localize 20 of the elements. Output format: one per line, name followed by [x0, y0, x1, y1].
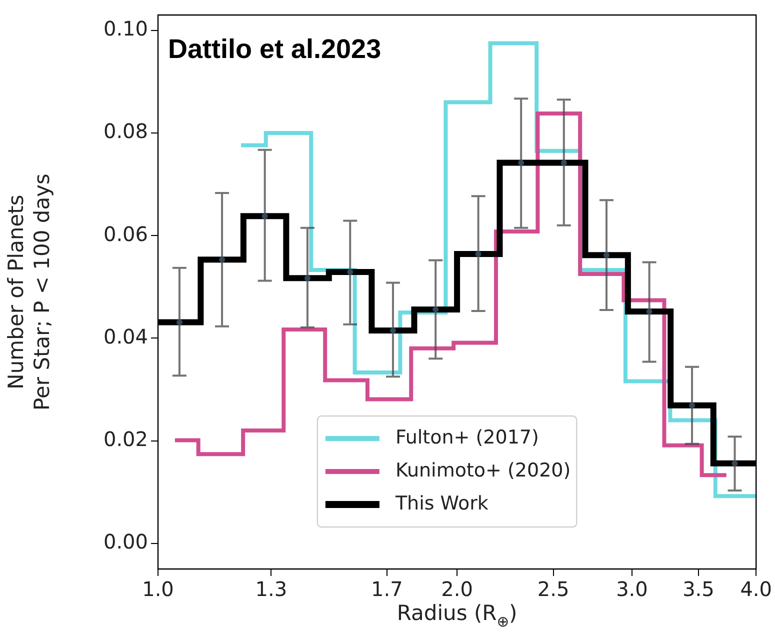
x-tick-label: 1.7	[371, 577, 403, 602]
x-tick-label: 3.0	[616, 577, 648, 602]
x-tick-label: 1.0	[142, 577, 174, 602]
legend-label: This Work	[394, 492, 488, 514]
x-tick-label: 2.0	[441, 577, 473, 602]
x-axis-title: Radius (R⊕)	[396, 601, 518, 630]
y-tick-label: 0.06	[103, 222, 148, 246]
x-tick-label: 4.0	[740, 577, 772, 602]
y-tick-label: 0.08	[103, 119, 148, 144]
x-tick-label: 3.5	[682, 577, 714, 602]
x-tick-label: 1.3	[255, 577, 288, 602]
y-tick-label: 0.04	[103, 324, 148, 348]
y-tick-label: 0.00	[103, 530, 148, 554]
legend-label: Kunimoto+ (2020)	[395, 459, 571, 482]
y-tick-label: 0.10	[103, 16, 148, 41]
y-axis-title: Number of Planets Per Star; P < 100 days	[4, 174, 54, 410]
legend-label: Fulton+ (2017)	[395, 426, 539, 448]
y-tick-label: 0.02	[103, 426, 148, 451]
x-tick-label: 2.5	[537, 577, 570, 602]
text: Dattilo et al.2023	[168, 34, 382, 64]
